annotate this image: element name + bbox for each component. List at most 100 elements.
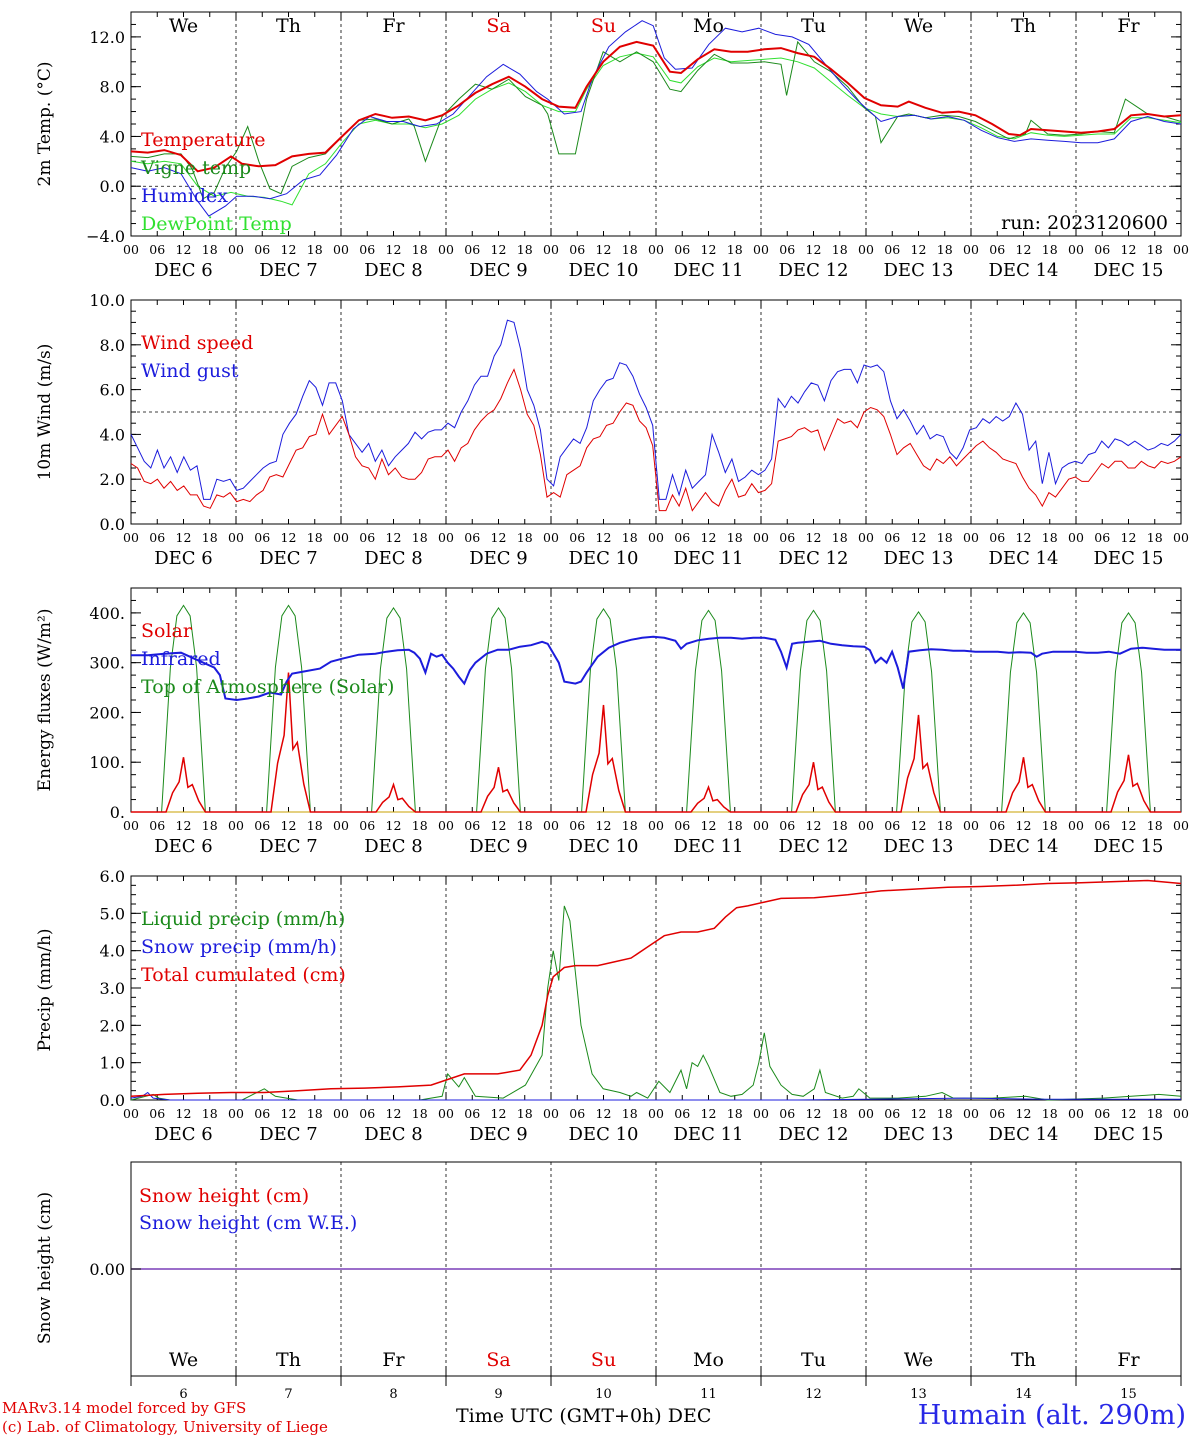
weekday-label: Mo (693, 15, 724, 37)
x-tick-label: 12 (1016, 1106, 1032, 1121)
x-tick-label: 18 (412, 1106, 428, 1121)
x-tick-label: 12 (596, 818, 612, 833)
x-tick-label: 00 (753, 530, 769, 545)
x-tick-label: 06 (779, 818, 795, 833)
x-tick-label: 00 (543, 530, 559, 545)
legend-entry: DewPoint Temp (141, 213, 292, 235)
x-tick-label: 12 (1016, 530, 1032, 545)
x-tick-label: 18 (1042, 242, 1058, 257)
x-tick-label: 06 (359, 1106, 375, 1121)
x-tick-label: 18 (1147, 242, 1163, 257)
x-tick-label: 18 (622, 1106, 638, 1121)
y-tick-label: 8.0 (100, 78, 125, 97)
x-tick-label: 06 (569, 242, 585, 257)
weekday-label: Fr (382, 1349, 405, 1371)
x-tick-label: 18 (622, 530, 638, 545)
x-day-label: DEC 10 (569, 1124, 639, 1145)
y-tick-label: 0.0 (100, 515, 125, 534)
x-day-label: DEC 11 (674, 260, 744, 281)
series-line-temperature (130, 40, 1182, 173)
x-day-label: DEC 14 (989, 548, 1059, 569)
x-tick-label: 12 (491, 818, 507, 833)
x-tick-label: 06 (149, 818, 165, 833)
x-tick-label: 12 (911, 818, 927, 833)
x-tick-label: 06 (254, 1106, 270, 1121)
x-tick-label: 06 (464, 242, 480, 257)
legend: Solar Infrared Top of Atmosphere (Solar) (141, 620, 394, 698)
x-day-label: DEC 15 (1094, 1124, 1164, 1145)
y-axis-label: Precip (mm/h) (35, 928, 55, 1051)
x-tick-label: 00 (228, 818, 244, 833)
x-tick-label: 06 (359, 818, 375, 833)
y-axis-label: Energy fluxes (W/m²) (35, 609, 55, 792)
x-tick-label: 06 (254, 242, 270, 257)
x-tick-label: 12 (1016, 242, 1032, 257)
x-day-label: DEC 15 (1094, 260, 1164, 281)
x-tick-label: 06 (149, 242, 165, 257)
series-line-humidex (130, 20, 1182, 217)
x-tick-label: 18 (1147, 530, 1163, 545)
x-tick-label: 00 (963, 818, 979, 833)
x-tick-label: 06 (884, 242, 900, 257)
x-tick-label: 06 (989, 818, 1005, 833)
x-tick-label: 06 (779, 1106, 795, 1121)
weekday-label: Fr (382, 15, 405, 37)
legend-entry: Vigne temp (140, 157, 251, 179)
y-tick-label: 4.0 (100, 942, 125, 961)
x-tick-label: 06 (464, 530, 480, 545)
x-tick-label: 12 (281, 242, 297, 257)
x-tick-label: 18 (727, 530, 743, 545)
y-tick-label: 2.0 (100, 1016, 125, 1035)
day-number-label: 10 (595, 1387, 612, 1402)
x-tick-label: 06 (569, 1106, 585, 1121)
series-line-wind-gust (130, 319, 1182, 500)
x-tick-label: 00 (963, 242, 979, 257)
x-day-label: DEC 14 (989, 836, 1059, 857)
x-tick-label: 18 (937, 818, 953, 833)
day-number-label: 14 (1015, 1387, 1032, 1402)
weekday-label: Tu (801, 15, 826, 37)
x-day-label: DEC 6 (154, 260, 213, 281)
x-tick-label: 00 (333, 242, 349, 257)
x-tick-label: 18 (307, 1106, 323, 1121)
day-number-label: 15 (1120, 1387, 1137, 1402)
weekday-label: Th (276, 1349, 301, 1371)
series-line-liquid (130, 905, 1182, 1101)
y-tick-label: 8.0 (100, 336, 125, 355)
x-tick-label: 12 (701, 818, 717, 833)
x-tick-label: 00 (648, 1106, 664, 1121)
legend-entry: Wind gust (141, 360, 239, 382)
x-axis-month: DEC (667, 1405, 712, 1427)
x-tick-label: 18 (412, 818, 428, 833)
x-axis-title-text: Time UTC (GMT+0h) (456, 1405, 662, 1427)
legend-entry: Humidex (141, 185, 228, 207)
x-tick-label: 00 (1173, 1106, 1189, 1121)
panel-2: 0.0 2.0 4.0 6.0 8.0 10.0 10m Wind (m/s) (35, 291, 1182, 534)
x-tick-label: 18 (937, 242, 953, 257)
day-number-label: 12 (805, 1387, 822, 1402)
x-tick-label: 12 (911, 530, 927, 545)
x-day-label: DEC 8 (364, 548, 423, 569)
x-tick-label: 12 (176, 1106, 192, 1121)
legend-entry: Snow precip (mm/h) (141, 936, 337, 958)
x-tick-label: 06 (674, 530, 690, 545)
x-day-label: DEC 9 (469, 836, 528, 857)
x-tick-label: 12 (386, 1106, 402, 1121)
x-tick-label: 00 (858, 530, 874, 545)
y-tick-label: 6.0 (100, 867, 125, 886)
legend: Temperature Vigne temp Humidex DewPoint Tem… (140, 129, 292, 235)
x-tick-label: 18 (727, 242, 743, 257)
weekday-label: Su (591, 1349, 616, 1371)
x-tick-label: 00 (438, 818, 454, 833)
x-day-label: DEC 13 (884, 1124, 954, 1145)
x-tick-label: 18 (832, 242, 848, 257)
weekday-label: Mo (693, 1349, 724, 1371)
x-tick-label: 06 (1094, 818, 1110, 833)
y-tick-label: 12.0 (89, 28, 125, 47)
panel-1: −4.0 0.0 4.0 8.0 12.0 2m Temp. (°C) We Th Fr Sa Su… (35, 11, 1182, 246)
x-tick-label: 18 (1042, 818, 1058, 833)
series-line-vigne-temp (130, 40, 1182, 200)
x-tick-label: 06 (779, 242, 795, 257)
station-label: Humain (alt. 290m) (917, 1400, 1186, 1431)
x-day-label: DEC 11 (674, 836, 744, 857)
